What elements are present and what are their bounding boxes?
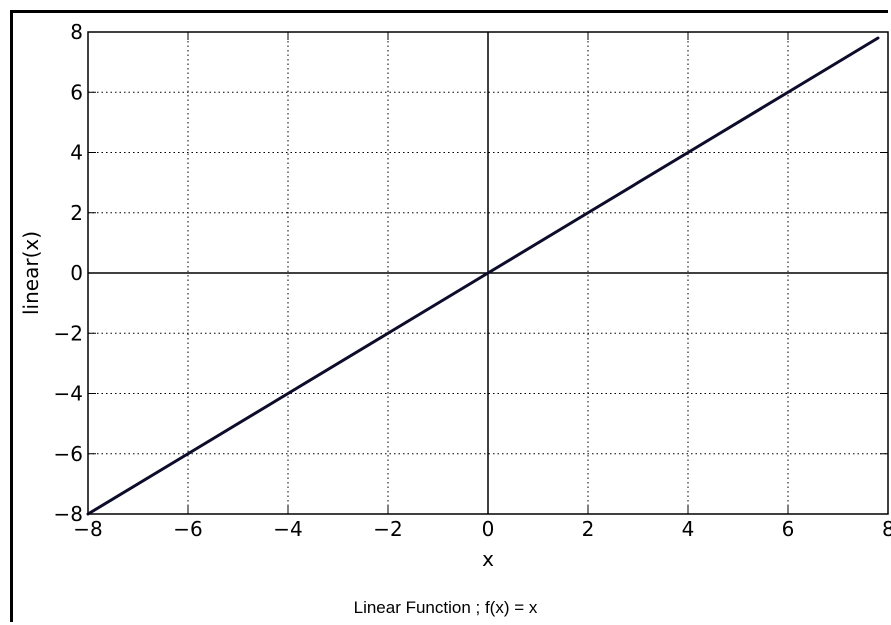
figure-caption: Linear Function ; f(x) = x xyxy=(353,598,538,617)
y-tick-label: −6 xyxy=(54,442,83,466)
x-tick-label: 4 xyxy=(682,517,695,541)
series-group xyxy=(86,36,880,516)
x-tick-label: −2 xyxy=(373,517,402,541)
y-axis-ticks: −8 −6 −4 −2 0 2 4 6 8 xyxy=(54,20,888,526)
y-axis-label: linear(x) xyxy=(19,231,43,315)
y-tick-label: −8 xyxy=(54,502,83,526)
y-tick-label: 6 xyxy=(70,80,83,104)
x-tick-label: 6 xyxy=(782,517,795,541)
y-tick-label: 2 xyxy=(70,201,83,225)
x-tick-label: −4 xyxy=(273,517,302,541)
y-tick-label: 4 xyxy=(70,141,83,165)
x-axis-ticks: −8 −6 −4 −2 0 2 4 6 8 xyxy=(73,32,891,541)
x-tick-label: 2 xyxy=(582,517,595,541)
series-line xyxy=(86,36,880,516)
y-tick-label: −4 xyxy=(54,382,83,406)
x-tick-label: −8 xyxy=(73,517,102,541)
x-tick-label: 0 xyxy=(482,517,495,541)
y-tick-label: −2 xyxy=(54,321,83,345)
figure-frame xyxy=(10,10,888,622)
y-tick-label: 8 xyxy=(70,20,83,44)
y-tick-label: 0 xyxy=(70,261,83,285)
x-tick-label: −6 xyxy=(173,517,202,541)
x-tick-label: 8 xyxy=(882,517,891,541)
x-axis-label: x xyxy=(482,547,494,571)
